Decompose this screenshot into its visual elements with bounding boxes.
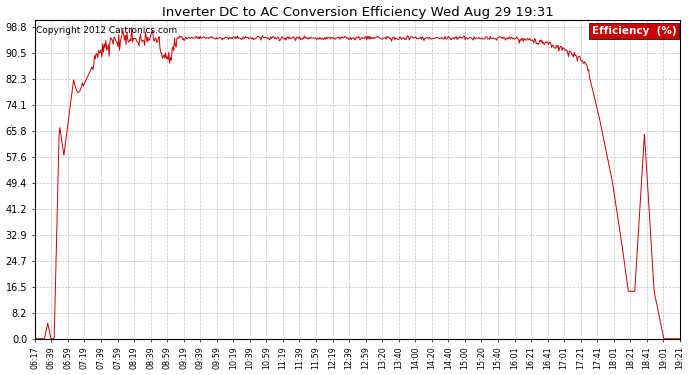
Title: Inverter DC to AC Conversion Efficiency Wed Aug 29 19:31: Inverter DC to AC Conversion Efficiency … — [161, 6, 553, 18]
Text: Efficiency  (%): Efficiency (%) — [592, 26, 677, 36]
Text: Copyright 2012 Cartronics.com: Copyright 2012 Cartronics.com — [36, 26, 177, 35]
